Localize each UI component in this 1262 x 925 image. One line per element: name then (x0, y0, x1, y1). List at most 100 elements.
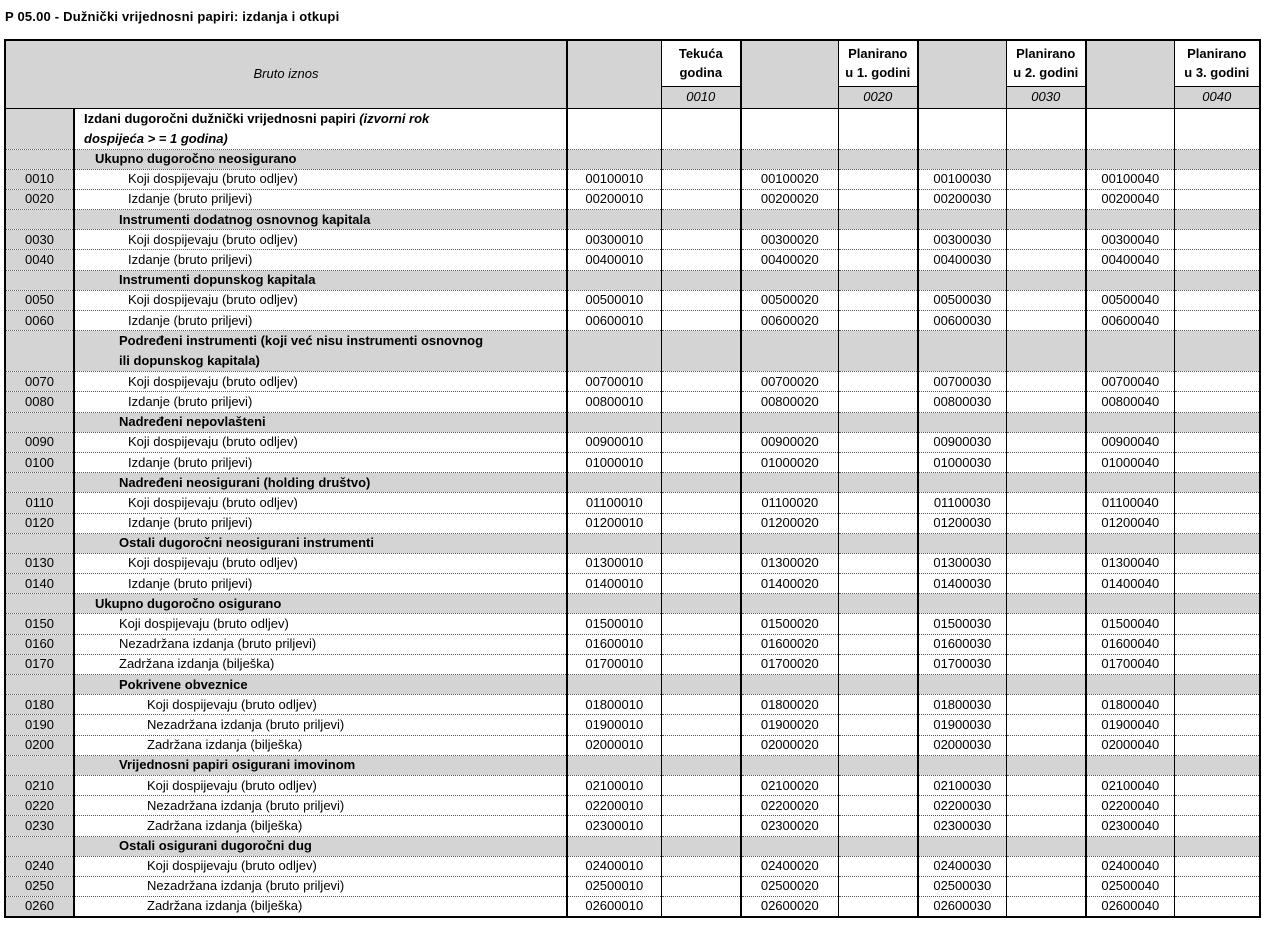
input-cell (1173, 815, 1261, 836)
input-cell (1173, 855, 1261, 877)
input-cell (660, 734, 742, 756)
cell-code: 00400030 (917, 249, 1007, 271)
section-row: Ukupno dugoročno neosigurano (5, 148, 1261, 170)
input-cell (1005, 492, 1087, 513)
cell-code (1085, 593, 1175, 614)
row-code-cell: 0260 (5, 896, 74, 917)
row-label: Vrijednosni papiri osigurani imovinom (72, 754, 568, 776)
input-cell (1173, 309, 1261, 331)
input-cell (1005, 734, 1087, 756)
cell-code (1085, 472, 1175, 493)
cell-code (566, 411, 662, 433)
column-header-line: Tekuća (678, 46, 723, 62)
label-segment: Koji dospijevaju (bruto odljev) (147, 777, 317, 793)
row-label: Koji dospijevaju (bruto odljev) (72, 431, 568, 453)
cell-code (1085, 754, 1175, 776)
cell-code: 00200040 (1085, 188, 1175, 210)
input-cell (837, 309, 919, 331)
input-cell (660, 532, 742, 554)
cell-code (566, 209, 662, 230)
row-label: Nadređeni nepovlašteni (72, 411, 568, 433)
input-cell (1005, 573, 1087, 594)
cell-code: 01800020 (740, 694, 839, 715)
label-segment: Koji dospijevaju (bruto odljev) (128, 292, 298, 308)
cell-code: 01400040 (1085, 573, 1175, 594)
cell-code: 01400030 (917, 573, 1007, 594)
cell-code: 02600010 (566, 896, 662, 917)
input-cell (1173, 492, 1261, 513)
column-header-line: godina (679, 65, 723, 81)
label-segment: Zadržana izdanja (bilješka) (119, 656, 275, 672)
input-cell (837, 431, 919, 453)
input-cell (660, 107, 742, 149)
input-cell (837, 512, 919, 534)
cell-code: 02600020 (740, 896, 839, 917)
input-cell (660, 613, 742, 635)
input-cell (1005, 633, 1087, 655)
cell-code (917, 835, 1007, 857)
input-cell (1173, 107, 1261, 149)
row-label: Nezadržana izdanja (bruto priljevi) (72, 875, 568, 897)
cell-code: 00600010 (566, 309, 662, 331)
cell-code: 02300020 (740, 815, 839, 836)
row-label: Izdanje (bruto priljevi) (72, 451, 568, 473)
cell-code (1085, 209, 1175, 230)
cell-code (740, 754, 839, 776)
column-header-planirano-2: Planirano u 2. godini (1005, 40, 1087, 87)
data-row-0180: 0180 Koji dospijevaju (bruto odljev) 01800… (5, 694, 1261, 715)
corner-header-label: Bruto iznos (253, 66, 319, 82)
row-code-cell: 0210 (5, 774, 74, 796)
cell-code: 01100030 (917, 492, 1007, 513)
corner-header: Bruto iznos (5, 40, 568, 108)
data-row-0110: 0110 Koji dospijevaju (bruto odljev) 01100… (5, 492, 1261, 513)
cell-code: 00700030 (917, 371, 1007, 392)
cell-code: 00800010 (566, 391, 662, 413)
row-code-cell (5, 754, 74, 776)
input-cell (1005, 168, 1087, 190)
row-code-cell: 0160 (5, 633, 74, 655)
column-header-line: u 1. godini (845, 65, 911, 81)
input-cell (837, 855, 919, 877)
cell-code: 00300020 (740, 229, 839, 250)
cell-code (740, 593, 839, 614)
input-cell (837, 269, 919, 291)
cell-code: 01100040 (1085, 492, 1175, 513)
label-segment: Izdanje (bruto priljevi) (128, 575, 253, 591)
label-segment: Koji dospijevaju (bruto odljev) (128, 494, 298, 510)
label-segment: Nezadržana izdanja (bruto priljevi) (119, 636, 317, 652)
input-cell (837, 573, 919, 594)
input-cell (1173, 552, 1261, 574)
input-cell (837, 472, 919, 493)
input-cell (660, 774, 742, 796)
cell-code: 00400010 (566, 249, 662, 271)
cell-code: 01200040 (1085, 512, 1175, 534)
cell-code (1085, 107, 1175, 149)
cell-code (566, 532, 662, 554)
cell-code (1085, 148, 1175, 170)
cell-code (1085, 673, 1175, 695)
column-header-line: Planirano (1016, 46, 1076, 62)
cell-code (740, 107, 839, 149)
row-code-cell: 0080 (5, 391, 74, 413)
input-cell (837, 795, 919, 816)
cell-code (1085, 411, 1175, 433)
cell-code (917, 532, 1007, 554)
row-code-cell (5, 472, 74, 493)
input-cell (1173, 289, 1261, 311)
row-label: Zadržana izdanja (bilješka) (72, 653, 568, 675)
label-segment: Nezadržana izdanja (bruto priljevi) (147, 878, 345, 894)
input-cell (660, 391, 742, 413)
label-segment: Instrumenti dopunskog kapitala (119, 272, 316, 288)
input-cell (660, 269, 742, 291)
cell-code (566, 673, 662, 695)
input-cell (1173, 653, 1261, 675)
column-header-line: Planirano (848, 46, 908, 62)
input-cell (837, 875, 919, 897)
spacer-cell (917, 40, 1007, 108)
row-code-cell: 0220 (5, 795, 74, 816)
label-segment: Podređeni instrumenti (koji već nisu ins… (119, 333, 484, 349)
row-code-cell: 0060 (5, 309, 74, 331)
data-row-0030: 0030 Koji dospijevaju (bruto odljev) 00300… (5, 229, 1261, 250)
cell-code: 00600040 (1085, 309, 1175, 331)
input-cell (837, 168, 919, 190)
